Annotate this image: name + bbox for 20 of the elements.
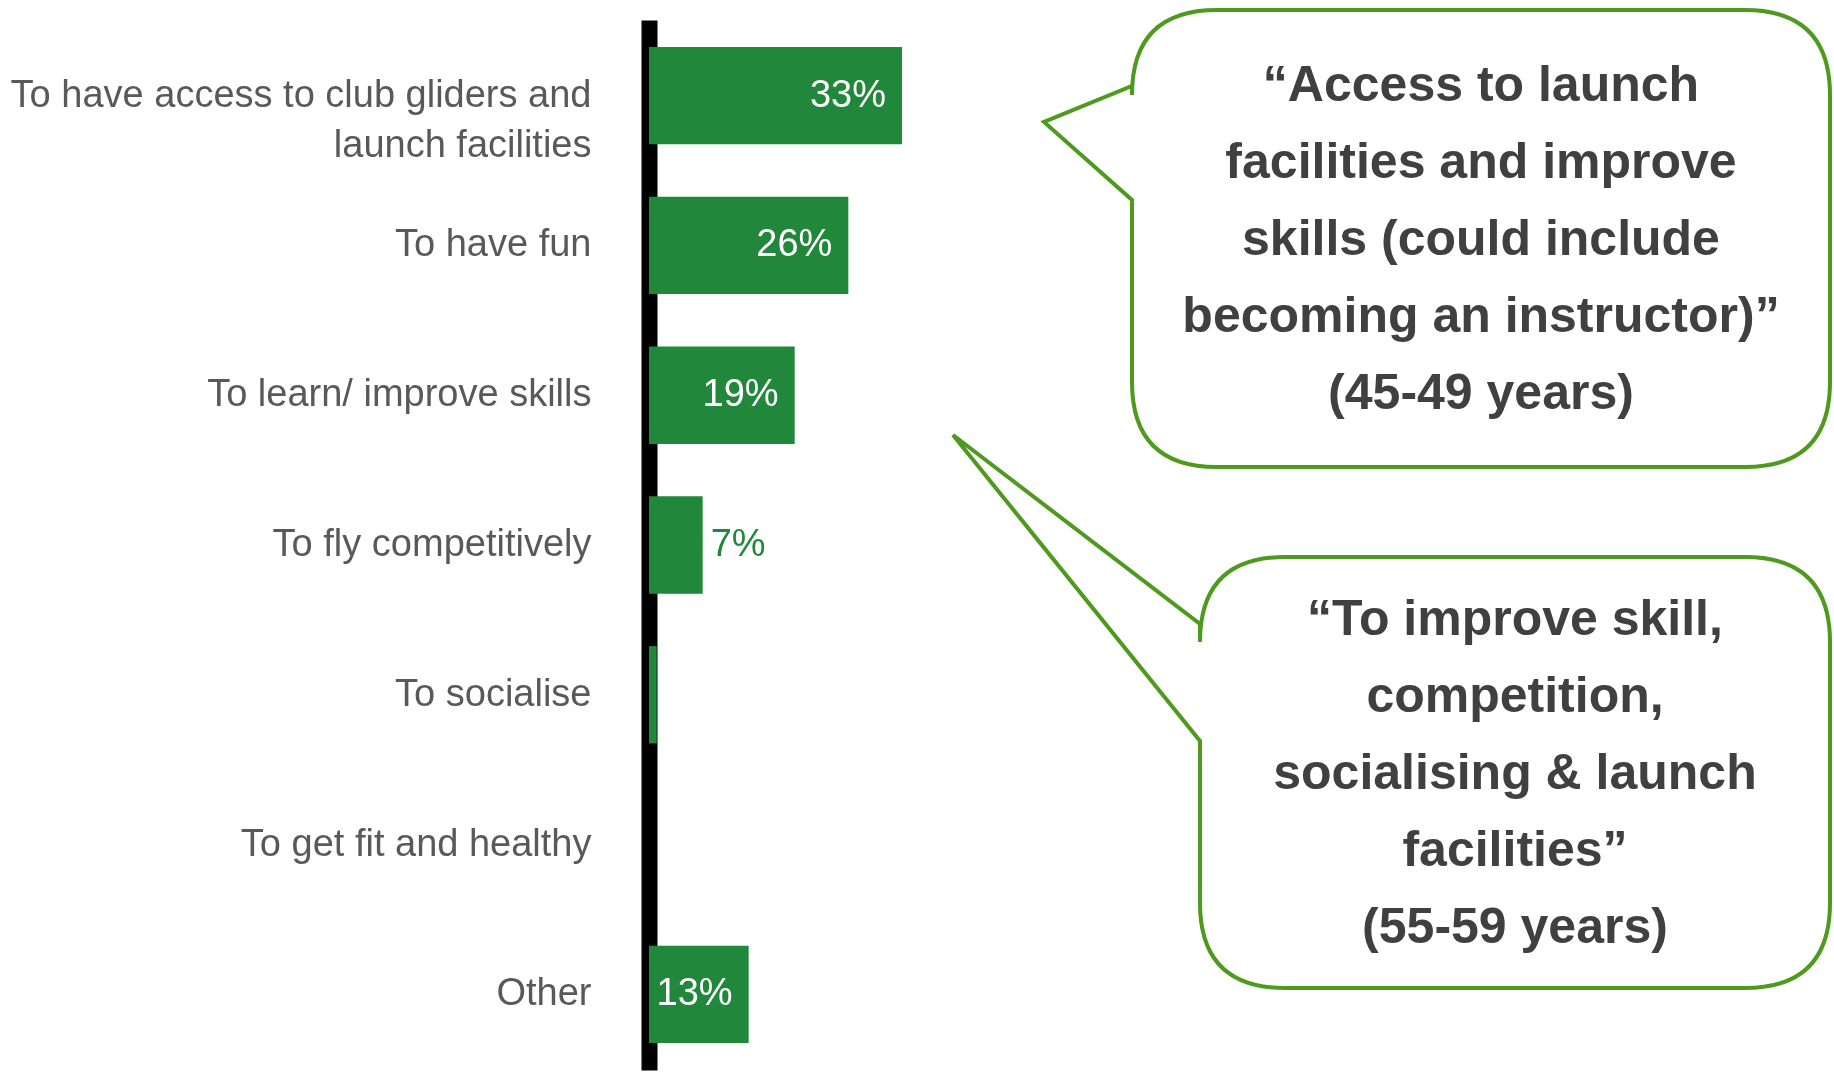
- y-tick-label: To socialise: [395, 671, 592, 714]
- bar: [649, 346, 795, 444]
- y-tick-label: To have access to club gliders and launch facilities: [10, 72, 592, 165]
- y-tick-label: To learn/ improve skills: [207, 372, 592, 415]
- y-tick-label: To fly competitively: [272, 522, 592, 564]
- text: “To improve skill, competition, socialising & launch facilities” (55-59 years): [1272, 589, 1758, 956]
- data-label: 13%: [656, 971, 733, 1014]
- text: “Access to launch facilities and improve skills (could include becoming an instructor)” (45-49 years): [1181, 55, 1781, 422]
- data-label: 19%: [702, 372, 779, 415]
- bar: [649, 945, 749, 1044]
- bar: [649, 196, 849, 295]
- y-tick-label: To get fit and healthy: [240, 821, 592, 864]
- y-tick-label: To have fun: [395, 222, 592, 265]
- bar: [649, 646, 657, 744]
- y-tick-label: Other: [496, 971, 592, 1014]
- data-label: 7%: [710, 522, 766, 564]
- data-label: 26%: [756, 222, 833, 265]
- data-label: 33%: [809, 72, 886, 115]
- bar: [649, 46, 902, 145]
- bar: [649, 496, 703, 594]
